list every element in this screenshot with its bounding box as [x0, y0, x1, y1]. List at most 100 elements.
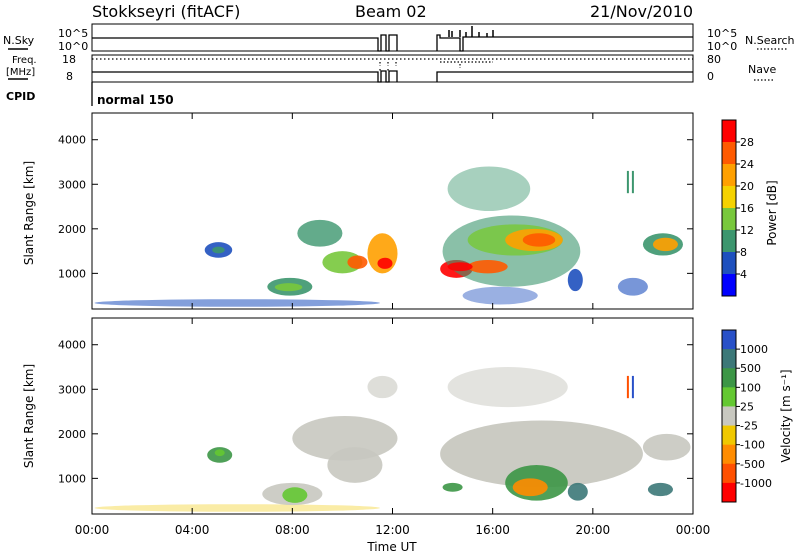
power-yaxis: 1000 2000 3000 4000	[58, 134, 693, 280]
ytick-label: 4000	[58, 339, 86, 352]
colorbar-tick-label: 100	[740, 381, 761, 394]
colorbar-segment	[722, 164, 736, 187]
freq-label: Freq.	[12, 55, 37, 66]
station-title: Stokkseyri (fitACF)	[92, 2, 240, 21]
nave-tick-top: 80	[707, 53, 721, 66]
nsearch-spikes	[448, 26, 494, 37]
echo-blob	[442, 482, 463, 492]
echo-blob	[512, 478, 548, 497]
colorbar-tick-label: 8	[740, 246, 747, 259]
velocity-panel: 1000 2000 3000 4000 Slant Range [km] 1000 50…	[22, 317, 793, 515]
echo-blob	[447, 166, 531, 212]
xtick-label: 12:00	[375, 523, 410, 537]
colorbar-tick-label: 1000	[740, 343, 768, 356]
echo-blob	[212, 246, 225, 254]
echo-blob	[327, 447, 383, 483]
echo-blob	[94, 299, 380, 307]
power-data-blobs	[94, 114, 683, 308]
colorbar-segment	[722, 120, 736, 143]
beam-label: Beam 02	[355, 2, 427, 21]
data-gap	[400, 114, 441, 308]
power-plot-frame	[91, 112, 694, 310]
echo-blob	[447, 367, 568, 408]
nsky-label: N.Sky	[3, 34, 35, 47]
xtick-label: 16:00	[475, 523, 510, 537]
colorbar-tick-label: 500	[740, 362, 761, 375]
echo-blob	[214, 449, 225, 457]
echo-blob	[567, 482, 588, 501]
nsearch-tick-bottom: 10^0	[707, 40, 737, 53]
colorbar-segment	[722, 274, 736, 297]
echo-blob	[282, 487, 308, 503]
xaxis-label: Time UT	[366, 540, 417, 554]
colorbar-frame	[721, 329, 737, 503]
power-colorbar-label: Power [dB]	[765, 180, 779, 245]
nave-markers	[379, 61, 493, 72]
colorbar-segment	[722, 142, 736, 165]
nsky-tick-bottom: 10^0	[58, 40, 88, 53]
cpid-value: normal 150	[97, 93, 174, 107]
date-label: 21/Nov/2010	[590, 2, 693, 21]
velocity-plot-frame	[91, 317, 694, 515]
data-gap	[400, 319, 441, 513]
xtick-label: 08:00	[275, 523, 310, 537]
echo-blob	[347, 255, 368, 269]
echo-blob	[652, 237, 678, 252]
nsky-trace	[92, 34, 693, 52]
velocity-xticks	[91, 318, 694, 514]
echo-blob	[292, 416, 398, 461]
ytick-label: 4000	[58, 134, 86, 147]
freq-unit: [MHz]	[6, 67, 35, 78]
power-ylabel: Slant Range [km]	[22, 161, 36, 265]
colorbar-tick-label: -1000	[740, 477, 772, 490]
echo-blob	[367, 375, 398, 399]
colorbar-tick-label: -25	[740, 420, 758, 433]
nave-tick-bottom: 0	[707, 70, 714, 83]
echo-blob	[377, 257, 393, 269]
colorbar-tick-label: 4	[740, 268, 747, 281]
colorbar-segment	[722, 368, 736, 388]
cpid-label: CPID	[6, 90, 35, 103]
freq-nave-panel: Freq. [MHz] 18 8 80 0 Nave	[6, 53, 776, 83]
echo-blob	[647, 482, 673, 497]
velocity-colorbar: 1000 500 100 25 -25 -100 -500 -1000	[721, 329, 772, 503]
colorbar-tick-label: 20	[740, 180, 754, 193]
colorbar-segment	[722, 463, 736, 484]
echo-blob	[467, 260, 508, 274]
xtick-label: 20:00	[576, 523, 611, 537]
colorbar-segment	[722, 230, 736, 253]
freq-tick-bottom: 8	[66, 70, 73, 83]
ytick-label: 2000	[58, 428, 86, 441]
colorbar-tick-label: -100	[740, 439, 765, 452]
echo-blob	[462, 286, 538, 305]
colorbar-segment	[722, 482, 736, 503]
ytick-label: 3000	[58, 178, 86, 191]
ytick-label: 2000	[58, 223, 86, 236]
colorbar-tick-label: 25	[740, 400, 754, 413]
colorbar-segment	[722, 330, 736, 350]
xtick-label: 04:00	[175, 523, 210, 537]
velocity-data-blobs	[94, 319, 691, 513]
colorbar-segment	[722, 425, 736, 446]
echo-blob	[297, 219, 343, 247]
nsearch-label: N.Search	[745, 34, 795, 47]
echo-blob	[567, 268, 583, 292]
colorbar-tick-label: 16	[740, 202, 754, 215]
colorbar-tick-label: -500	[740, 458, 765, 471]
colorbar-segment	[722, 186, 736, 209]
velocity-ylabel: Slant Range [km]	[22, 364, 36, 468]
nave-label: Nave	[748, 63, 776, 76]
freq-trace	[92, 70, 693, 83]
xtick-label: 00:00	[676, 523, 711, 537]
time-axis-labels: 00:00 04:00 08:00 12:00 16:00 20:00 00:00	[75, 523, 711, 537]
nsearch-tick-top: 10^5	[707, 27, 737, 40]
colorbar-segment	[722, 387, 736, 407]
freq-tick-top: 18	[62, 53, 76, 66]
colorbar-segment	[722, 208, 736, 231]
velocity-yaxis: 1000 2000 3000 4000	[58, 339, 693, 485]
xtick-label: 00:00	[75, 523, 110, 537]
ytick-label: 3000	[58, 383, 86, 396]
colorbar-segment	[722, 349, 736, 369]
power-panel: 1000 2000 3000 4000 Slant Range [km] 28 24 20…	[22, 112, 779, 310]
echo-blob	[642, 433, 691, 461]
